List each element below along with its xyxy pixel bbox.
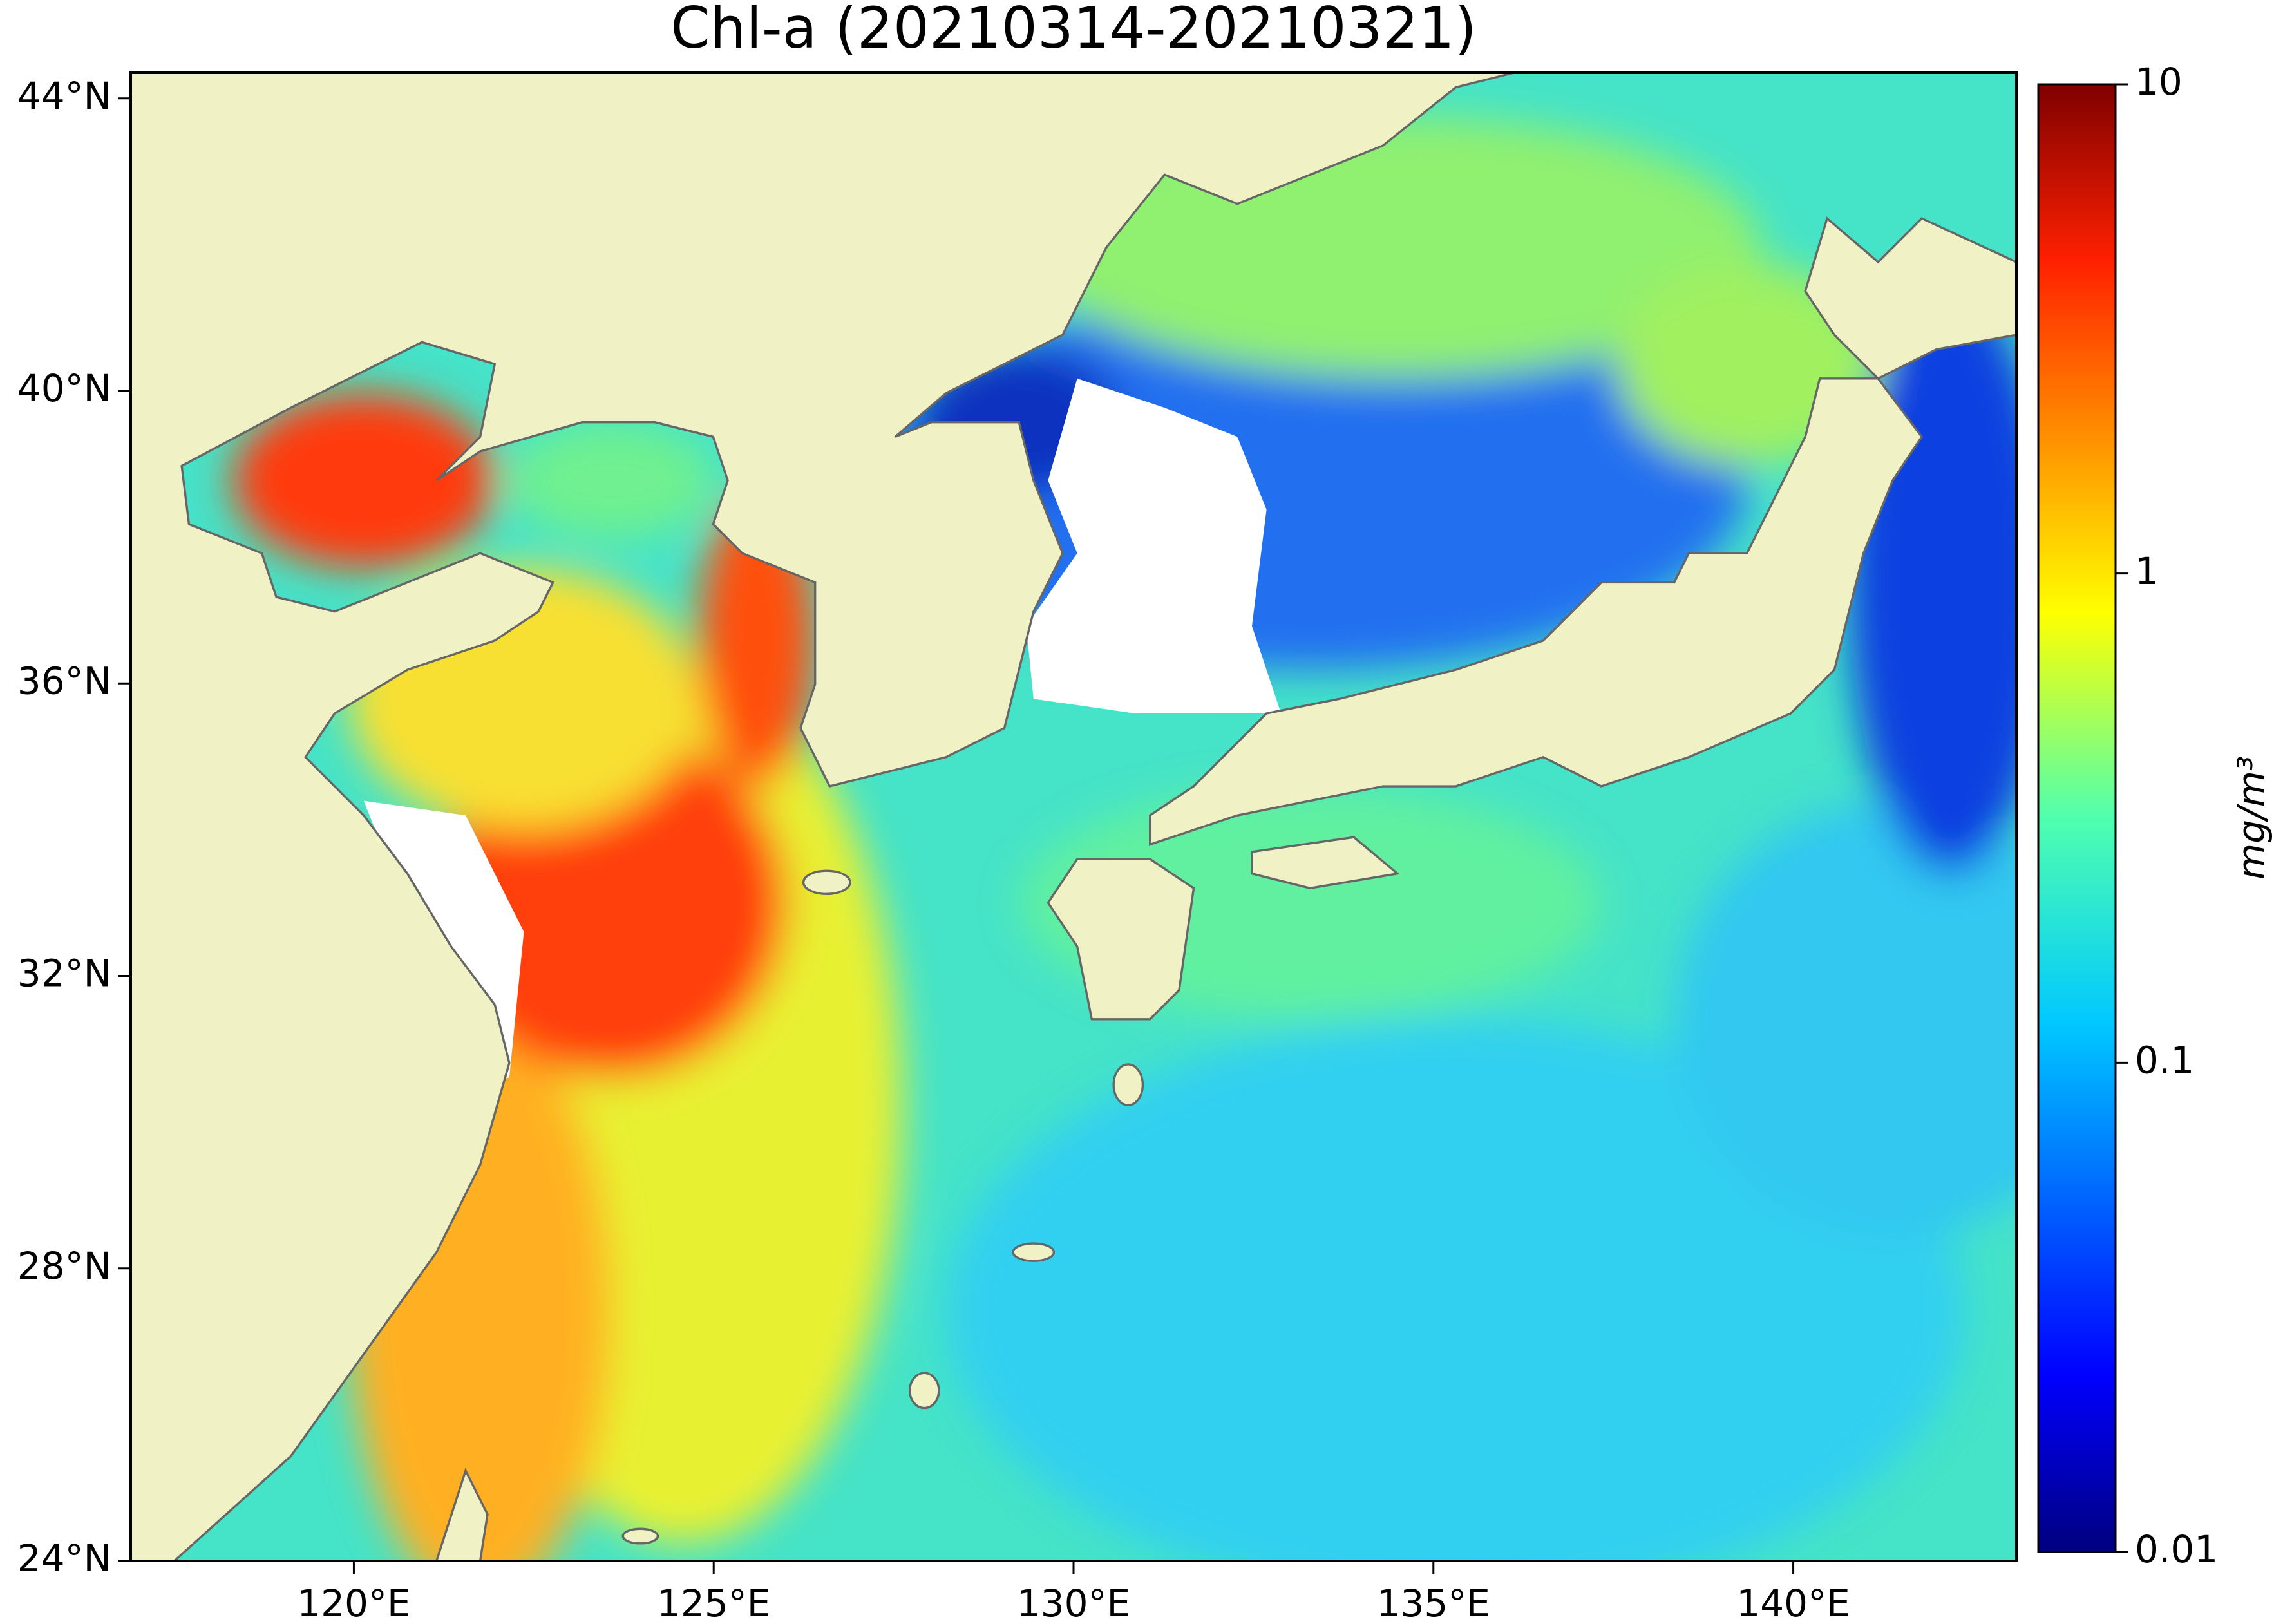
x-tick-label: 125°E: [657, 1582, 770, 1624]
x-tick-label: 140°E: [1736, 1582, 1850, 1624]
y-tick-label: 40°N: [17, 366, 111, 410]
islands: [435, 216, 2016, 1561]
y-tick-label: 24°N: [17, 1536, 111, 1580]
map: [131, 73, 2016, 1561]
x-tick-label: 135°E: [1377, 1582, 1490, 1624]
colorbar-label: mg/m³: [2230, 756, 2273, 880]
colorbar-tick-label: 0.1: [2135, 1038, 2194, 1082]
cloud: [1026, 378, 1282, 713]
y-tick-label: 28°N: [17, 1244, 111, 1288]
colorbar: [2037, 83, 2117, 1553]
title: Chl-a (20210314-20210321): [670, 0, 1477, 61]
x-tick-label: 120°E: [297, 1582, 410, 1624]
y-tick-label: 44°N: [17, 74, 111, 118]
y-tick-label: 32°N: [17, 952, 111, 996]
colorbar-tick-label: 0.01: [2135, 1527, 2218, 1571]
sea: [174, 73, 2016, 1561]
colorbar-tick-label: 1: [2135, 549, 2159, 593]
colorbar-tick-label: 10: [2135, 60, 2183, 104]
x-tick-label: 130°E: [1017, 1582, 1130, 1624]
y-tick-label: 36°N: [17, 659, 111, 703]
